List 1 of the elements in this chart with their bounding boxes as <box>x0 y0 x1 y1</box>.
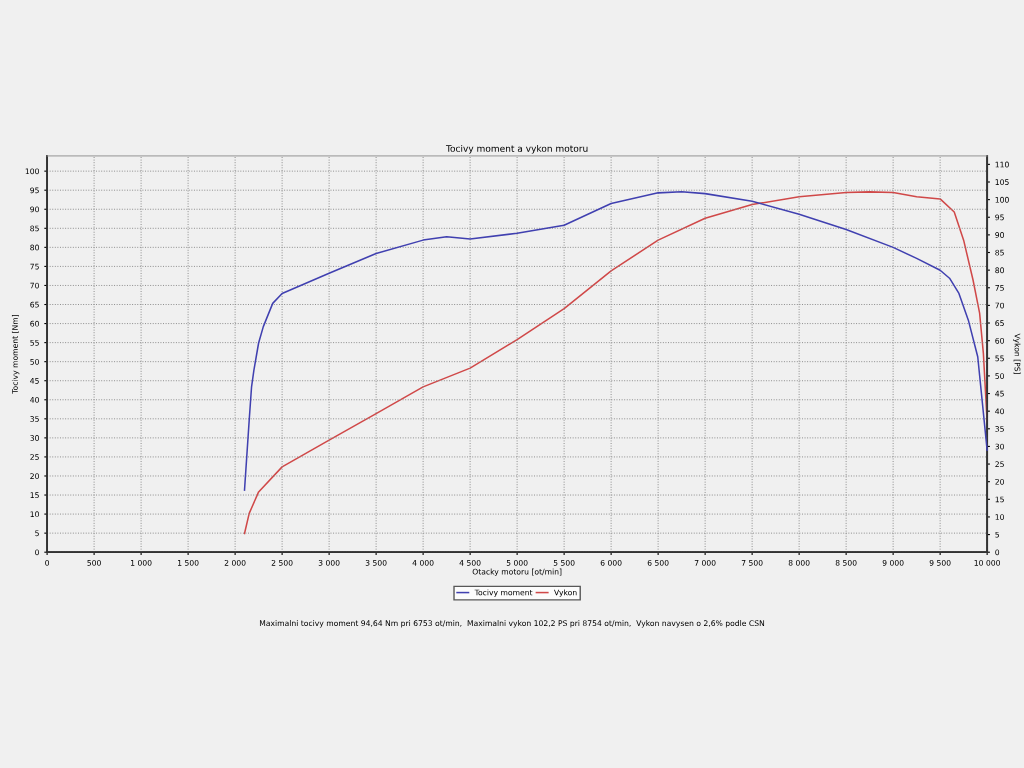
chart-title: Tocivy moment a vykon motoru <box>445 144 588 154</box>
